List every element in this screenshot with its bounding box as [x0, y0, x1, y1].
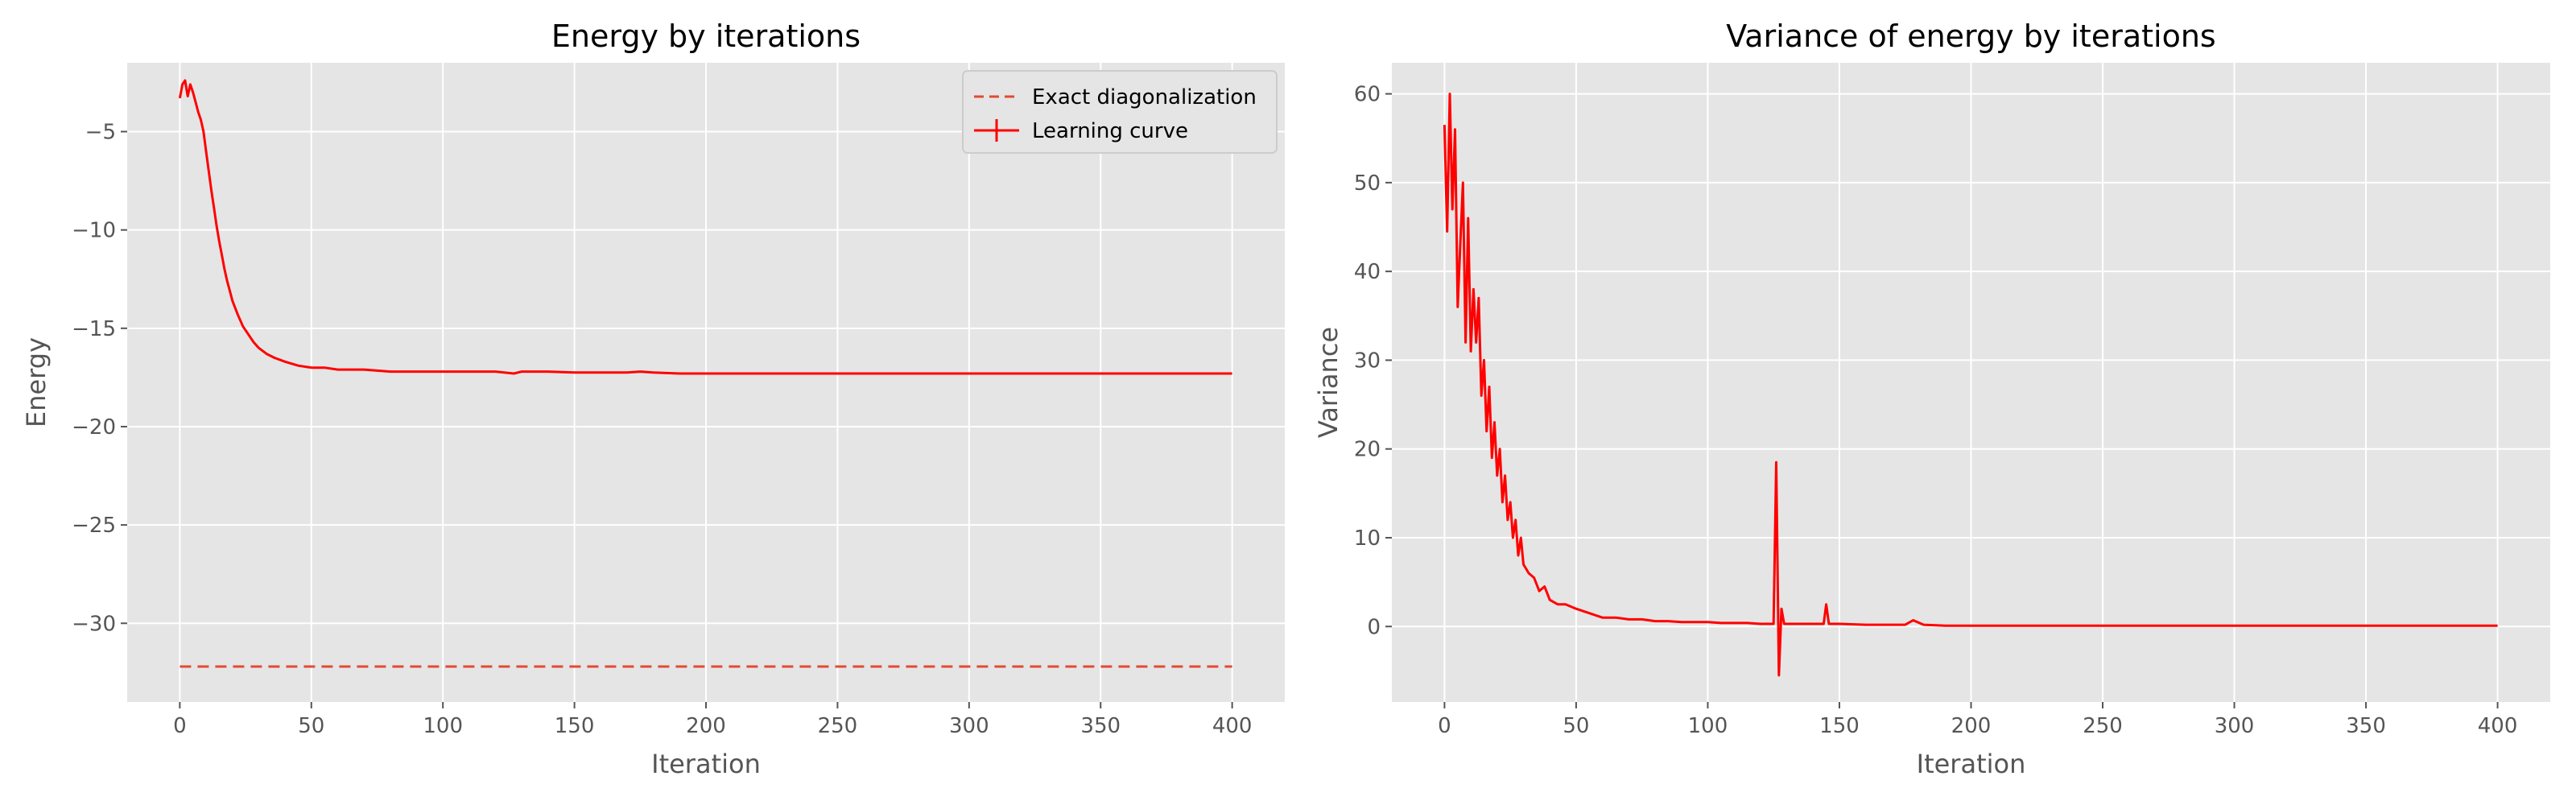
x-tick-label: 400: [1212, 714, 1253, 738]
x-tick-label: 350: [1080, 714, 1121, 738]
x-tick-label: 100: [423, 714, 463, 738]
energy-legend: Exact diagonalization Learning curve: [962, 70, 1278, 154]
y-tick-label: −20: [72, 415, 116, 440]
variance-chart-title: Variance of energy by iterations: [1726, 19, 2215, 54]
y-tick-label: 40: [1354, 260, 1381, 284]
legend-label-learning: Learning curve: [1032, 119, 1188, 143]
x-tick-label: 300: [949, 714, 989, 738]
x-tick-label: 0: [1438, 714, 1451, 738]
x-tick-label: 250: [818, 714, 858, 738]
y-tick-label: 60: [1354, 83, 1381, 107]
learning-curve-line: [178, 79, 1232, 375]
y-tick-label: 0: [1367, 615, 1381, 639]
x-tick-label: 350: [2346, 714, 2386, 738]
y-tick-label: −30: [72, 612, 116, 636]
energy-chart: 0 50 100 150 200 250 300 350 400 −30 −25 −20 −15 −10 −…: [21, 19, 1285, 779]
y-tick-label: 10: [1354, 526, 1381, 551]
y-tick-label: −25: [72, 514, 116, 538]
x-tick-label: 50: [298, 714, 324, 738]
x-tick-label: 150: [555, 714, 595, 738]
energy-y-axis-label: Energy: [21, 337, 52, 427]
energy-series: [178, 79, 1232, 668]
x-tick-label: 100: [1688, 714, 1728, 738]
y-tick-label: −10: [72, 219, 116, 243]
y-tick-label: −5: [85, 121, 116, 145]
energy-chart-title: Energy by iterations: [551, 19, 861, 54]
variance-ticks: 0 50 100 150 200 250 300 350 400 0 10 20 30 40 50 60: [1354, 83, 2518, 738]
legend-label-exact: Exact diagonalization: [1032, 85, 1257, 109]
x-tick-label: 0: [173, 714, 187, 738]
x-tick-label: 300: [2215, 714, 2255, 738]
energy-x-axis-label: Iteration: [651, 749, 761, 779]
variance-y-axis-label: Variance: [1313, 327, 1344, 438]
energy-grid: [127, 63, 1285, 702]
variance-x-axis-label: Iteration: [1917, 749, 2026, 779]
x-tick-label: 250: [2083, 714, 2123, 738]
variance-chart: 0 50 100 150 200 250 300 350 400 0 10 20 30 40 50 60 Va…: [1313, 19, 2550, 779]
x-tick-label: 200: [686, 714, 726, 738]
y-tick-label: −15: [72, 317, 116, 341]
energy-ticks: 0 50 100 150 200 250 300 350 400 −30 −25 −20 −15 −10 −…: [72, 121, 1252, 738]
x-tick-label: 50: [1563, 714, 1589, 738]
y-tick-label: 50: [1354, 171, 1381, 196]
y-tick-label: 30: [1354, 349, 1381, 373]
x-tick-label: 150: [1819, 714, 1860, 738]
y-tick-label: 20: [1354, 438, 1381, 462]
variance-line: [1443, 93, 2498, 677]
x-tick-label: 400: [2478, 714, 2518, 738]
variance-series: [1443, 93, 2498, 677]
legend-box: [962, 70, 1278, 154]
x-tick-label: 200: [1951, 714, 1992, 738]
variance-grid: [1392, 63, 2550, 702]
